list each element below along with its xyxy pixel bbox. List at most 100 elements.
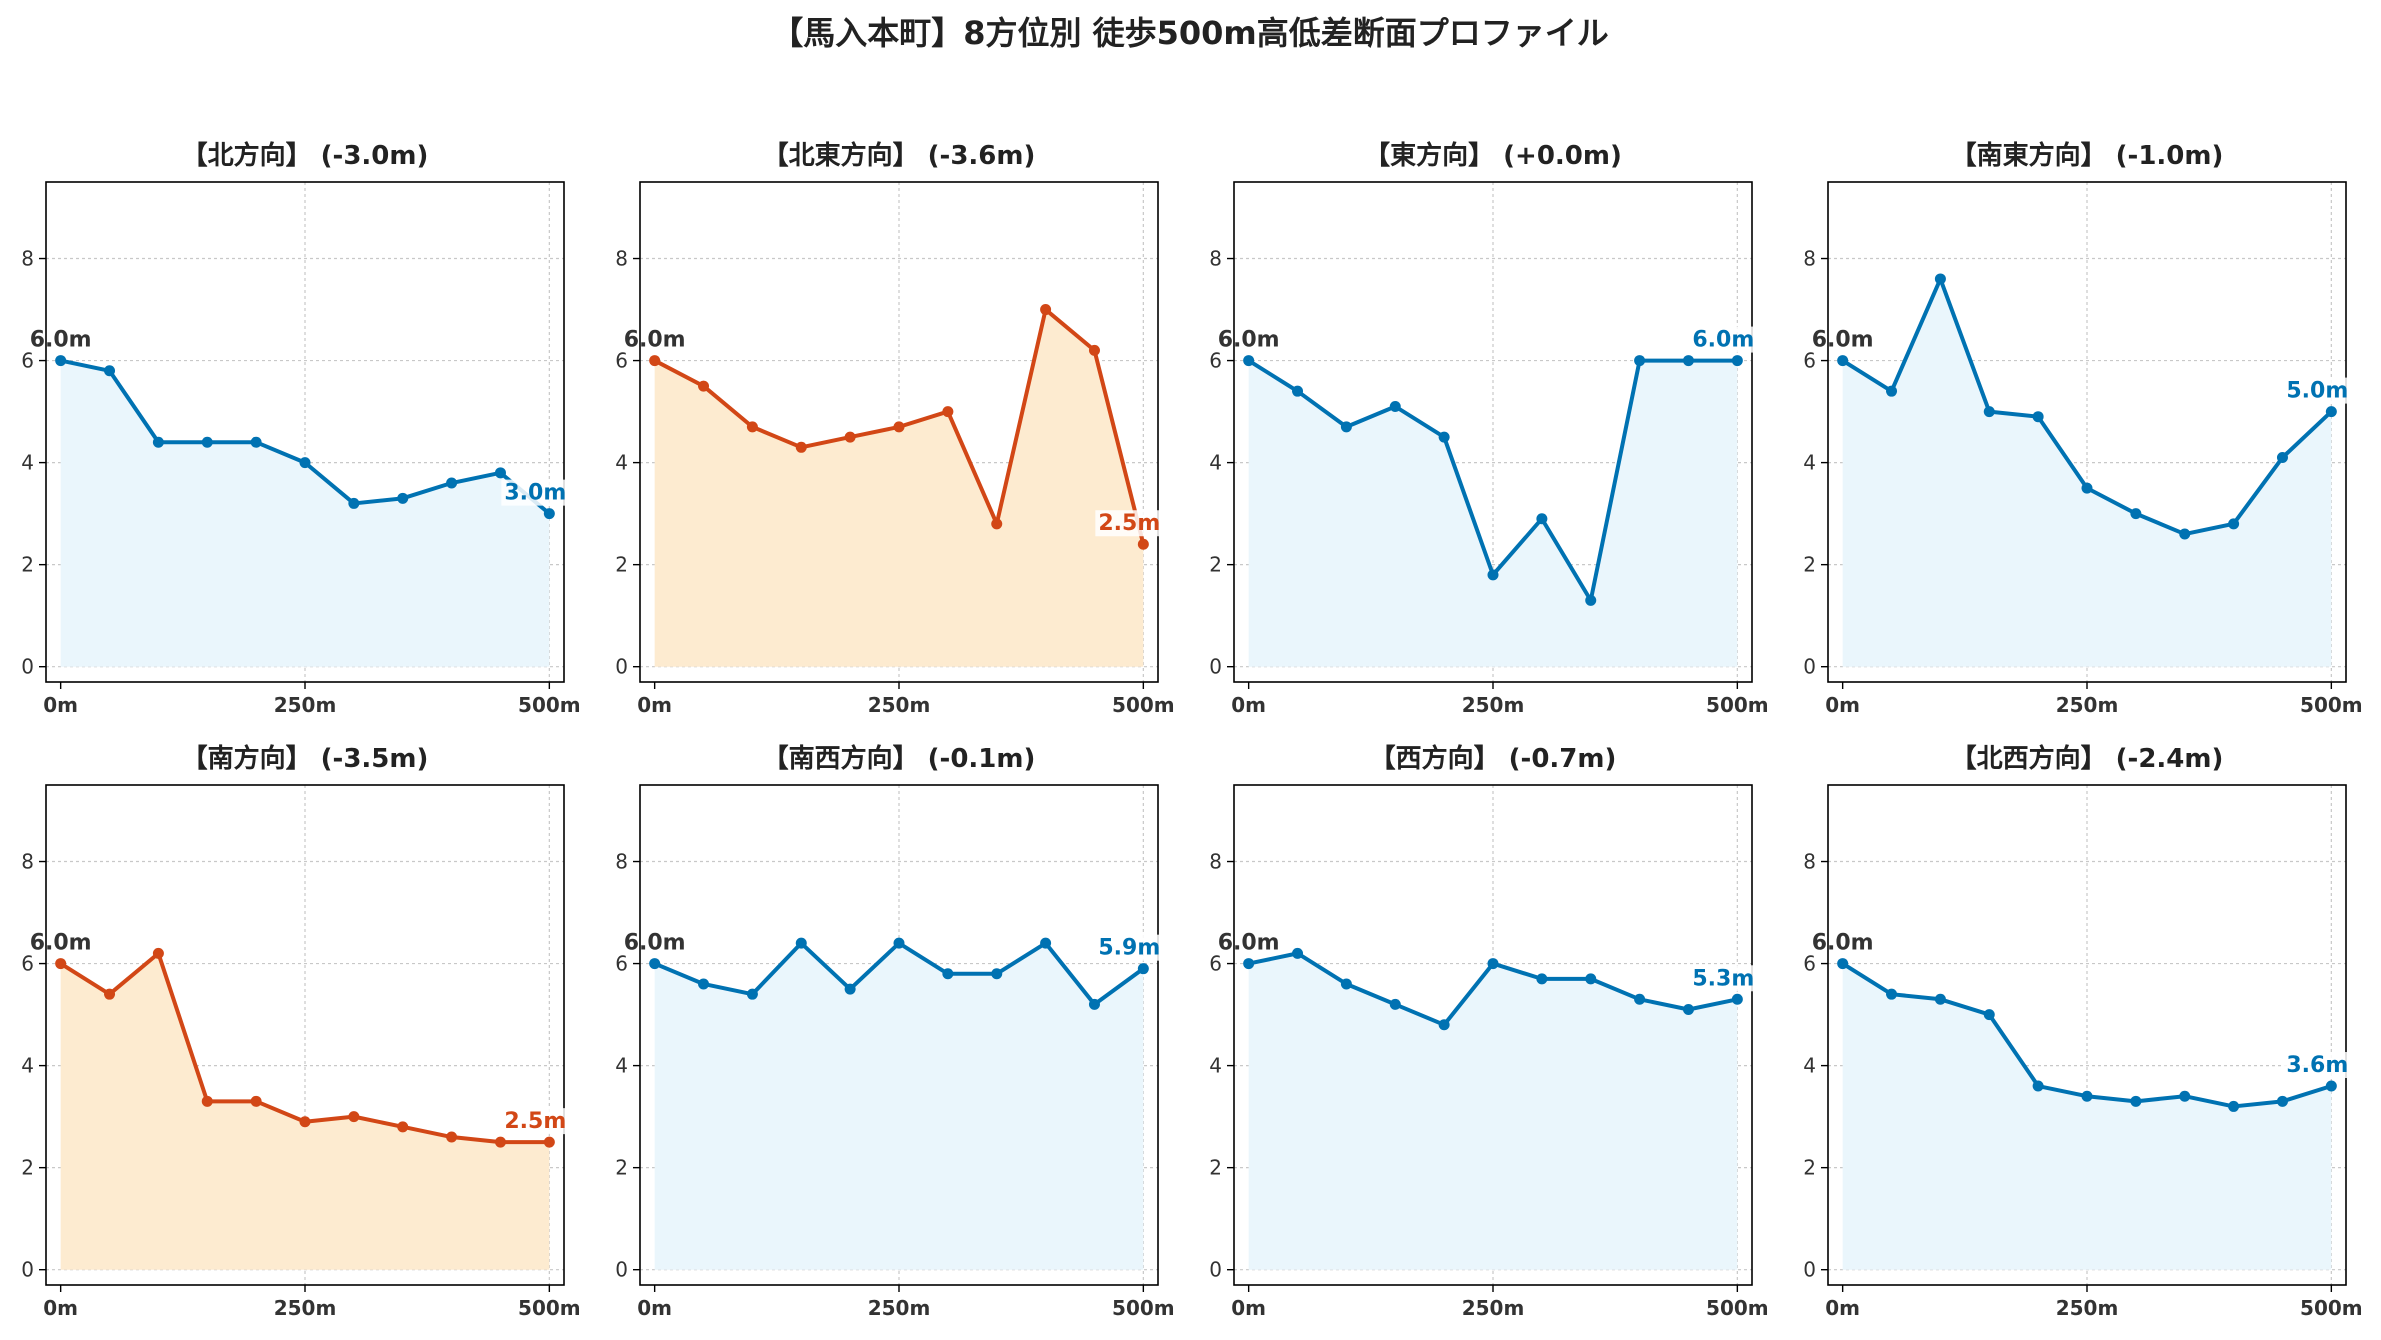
elevation-point xyxy=(1837,958,1849,970)
x-tick-label: 0m xyxy=(43,1296,78,1320)
elevation-point xyxy=(649,355,661,367)
y-tick-label: 2 xyxy=(615,1156,628,1180)
end-label-background xyxy=(501,479,570,506)
elevation-point xyxy=(2179,528,2191,540)
elevation-point xyxy=(2130,1095,2142,1107)
elevation-point xyxy=(299,457,311,469)
elevation-point xyxy=(104,365,116,377)
elevation-point xyxy=(543,508,555,520)
elevation-point xyxy=(1934,993,1946,1005)
elevation-point xyxy=(746,421,758,433)
elevation-area xyxy=(654,309,1144,667)
y-tick-label: 4 xyxy=(615,1054,628,1078)
elevation-point xyxy=(649,958,661,970)
x-tick-label: 500m xyxy=(1706,693,1769,717)
x-tick-label: 0m xyxy=(637,693,672,717)
elevation-point xyxy=(1438,431,1450,443)
elevation-point xyxy=(1243,958,1255,970)
panel-title: 【西方向】 (-0.7m) xyxy=(1370,743,1617,774)
elevation-point xyxy=(893,937,905,949)
elevation-point xyxy=(446,477,458,489)
elevation-point xyxy=(1487,958,1499,970)
elevation-point xyxy=(1983,406,1995,418)
elevation-point xyxy=(1040,937,1052,949)
panel-title: 【南東方向】 (-1.0m) xyxy=(1951,140,2224,171)
y-tick-label: 6 xyxy=(615,952,628,976)
elevation-point xyxy=(2032,1080,2044,1092)
elevation-point xyxy=(1536,973,1548,985)
start-elevation-label: 6.0m xyxy=(1812,328,1874,353)
panel-title: 【東方向】 (+0.0m) xyxy=(1364,140,1622,171)
y-tick-label: 0 xyxy=(21,1258,34,1282)
x-tick-label: 0m xyxy=(637,1296,672,1320)
elevation-point xyxy=(348,1111,360,1123)
elevation-area xyxy=(60,360,550,667)
elevation-point xyxy=(746,988,758,1000)
elevation-area xyxy=(654,943,1144,1270)
elevation-point xyxy=(942,968,954,980)
elevation-point xyxy=(494,467,506,479)
y-tick-label: 2 xyxy=(615,553,628,577)
elevation-point xyxy=(2325,1080,2337,1092)
elevation-point xyxy=(55,355,67,367)
start-elevation-label: 6.0m xyxy=(30,328,92,353)
y-tick-label: 0 xyxy=(1209,1258,1222,1282)
y-tick-label: 0 xyxy=(1209,655,1222,679)
panel-title: 【北方向】 (-3.0m) xyxy=(182,140,429,171)
y-tick-label: 4 xyxy=(1803,451,1816,475)
end-elevation-label: 5.0m xyxy=(2286,379,2348,404)
start-elevation-label: 6.0m xyxy=(1218,931,1280,956)
elevation-point xyxy=(942,406,954,418)
y-tick-label: 4 xyxy=(21,451,34,475)
start-elevation-label: 6.0m xyxy=(624,931,686,956)
elevation-point xyxy=(844,431,856,443)
y-tick-label: 6 xyxy=(21,952,34,976)
elevation-point xyxy=(397,1121,409,1133)
elevation-point xyxy=(1340,978,1352,990)
profile-panel: 【北東方向】 (-3.6m) 0m 250m 500m 0 2 4 6 8 6.0m 2.5m xyxy=(615,140,1174,717)
elevation-point xyxy=(1634,993,1646,1005)
y-tick-label: 8 xyxy=(21,247,34,271)
elevation-point xyxy=(2276,452,2288,464)
panel-title: 【北東方向】 (-3.6m) xyxy=(763,140,1036,171)
x-tick-label: 500m xyxy=(1112,1296,1175,1320)
profile-panel: 【南西方向】 (-0.1m) 0m 250m 500m 0 2 4 6 8 6.0m 5.9m xyxy=(615,743,1174,1320)
elevation-point xyxy=(2228,518,2240,530)
x-tick-label: 0m xyxy=(1231,693,1266,717)
elevation-point xyxy=(250,1095,262,1107)
elevation-point xyxy=(2179,1090,2191,1102)
elevation-point xyxy=(348,497,360,509)
x-tick-label: 250m xyxy=(868,1296,931,1320)
elevation-point xyxy=(1585,594,1597,606)
end-elevation-label: 2.5m xyxy=(1098,511,1160,536)
elevation-point xyxy=(698,978,710,990)
elevation-area xyxy=(1842,963,2332,1270)
y-tick-label: 0 xyxy=(1803,655,1816,679)
x-tick-label: 500m xyxy=(1112,693,1175,717)
figure-title: 【馬入本町】8方位別 徒歩500m高低差断面プロファイル xyxy=(771,14,1609,52)
elevation-point xyxy=(1389,400,1401,412)
x-tick-label: 500m xyxy=(2300,1296,2363,1320)
y-tick-label: 2 xyxy=(21,1156,34,1180)
elevation-area xyxy=(1248,360,1738,667)
end-elevation-label: 2.5m xyxy=(504,1109,566,1134)
end-elevation-label: 6.0m xyxy=(1692,328,1754,353)
x-tick-label: 250m xyxy=(274,693,337,717)
x-tick-label: 0m xyxy=(1231,1296,1266,1320)
x-tick-label: 500m xyxy=(518,693,581,717)
x-tick-label: 0m xyxy=(1825,693,1860,717)
y-tick-label: 0 xyxy=(21,655,34,679)
elevation-point xyxy=(2130,508,2142,520)
y-tick-label: 8 xyxy=(1803,850,1816,874)
elevation-point xyxy=(1040,304,1052,316)
y-tick-label: 8 xyxy=(615,850,628,874)
x-tick-label: 250m xyxy=(274,1296,337,1320)
y-tick-label: 0 xyxy=(615,1258,628,1282)
profile-panel: 【東方向】 (+0.0m) 0m 250m 500m 0 2 4 6 8 6.0m 6.0m xyxy=(1209,140,1768,717)
x-tick-label: 500m xyxy=(2300,693,2363,717)
x-tick-label: 250m xyxy=(1462,693,1525,717)
y-tick-label: 6 xyxy=(1209,349,1222,373)
y-tick-label: 6 xyxy=(21,349,34,373)
elevation-point xyxy=(1536,513,1548,525)
elevation-point xyxy=(1682,1003,1694,1015)
